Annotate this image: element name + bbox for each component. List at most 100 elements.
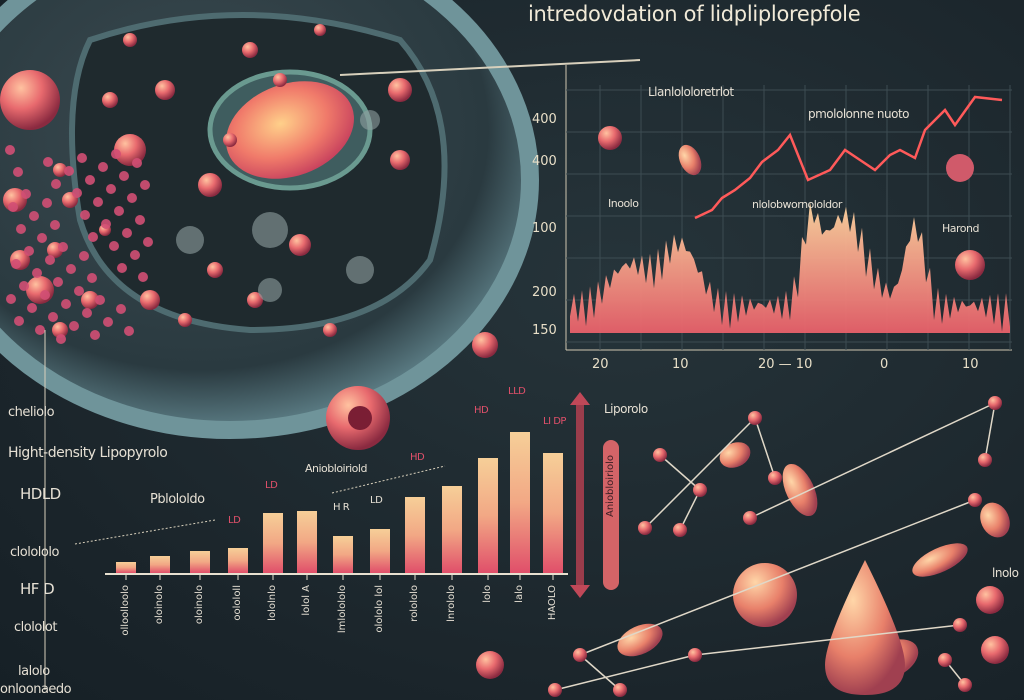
lipid-droplet: [247, 292, 263, 308]
bar: [228, 548, 248, 573]
bar-category-label: rolololo: [409, 585, 420, 622]
lipid-droplet: [81, 291, 99, 309]
red-blood-cell-center: [348, 406, 372, 430]
y-tick: 100: [532, 221, 557, 236]
lipid-droplet: [87, 273, 97, 283]
lipid-droplet: [16, 224, 26, 234]
bar-annotation: LLD: [508, 386, 526, 397]
lipid-droplet: [72, 188, 82, 198]
lipid-droplet: [74, 286, 84, 296]
lipid-droplet: [143, 237, 153, 247]
bar-category-label: lalo: [514, 585, 525, 603]
lipid-droplet: [51, 179, 61, 189]
lipid-droplet: [80, 210, 90, 220]
bar-category-label: lnrololo: [446, 585, 457, 622]
bar-category-label: lolo: [482, 585, 493, 603]
atom: [958, 678, 972, 692]
bar: [150, 556, 170, 573]
lipid-droplet: [77, 153, 87, 163]
chart-label: nlolobwornololdor: [752, 198, 842, 211]
lipid-droplet: [114, 206, 124, 216]
lipoprotein-ball: [946, 154, 974, 182]
lipid-droplet: [119, 171, 129, 181]
atom: [693, 483, 707, 497]
lipid-droplet: [93, 197, 103, 207]
bond: [579, 654, 621, 691]
range-arrow: [576, 400, 584, 590]
bar-category-label: oolololl: [232, 585, 243, 621]
lipid-droplet: [155, 80, 175, 100]
lipid-droplet: [223, 133, 237, 147]
atom: [613, 683, 627, 697]
bar-category-label: lololnlo: [267, 585, 278, 621]
atom: [968, 493, 982, 507]
lipoprotein-ball: [472, 332, 498, 358]
lipid-droplet: [37, 233, 47, 243]
bond: [754, 417, 776, 479]
vesicle: [360, 110, 380, 130]
lipid-droplet: [123, 33, 137, 47]
lipid-droplet: [21, 189, 31, 199]
lipid-droplet: [101, 219, 111, 229]
bond: [644, 417, 756, 529]
bar-category-label: oloinolo: [154, 585, 165, 625]
bond: [679, 489, 701, 531]
atom: [768, 471, 782, 485]
bar-category-label: olololo lol: [374, 585, 385, 633]
lipid-droplet: [314, 24, 326, 36]
atom: [638, 521, 652, 535]
cell-label: Aniobloiriold: [305, 462, 367, 475]
bar: [333, 536, 353, 573]
lipoprotein-ellipse: [719, 442, 751, 468]
lipoprotein-ball: [981, 636, 1009, 664]
molecules: [472, 126, 1010, 697]
lipid-droplet: [27, 303, 37, 313]
lipid-droplet: [178, 313, 192, 327]
lipid-droplet: [90, 330, 100, 340]
lipid-droplets: [0, 24, 497, 357]
bar: [510, 432, 530, 573]
atom: [743, 511, 757, 525]
lipid-droplet: [117, 263, 127, 273]
atom: [988, 396, 1002, 410]
lipid-droplet: [132, 158, 142, 168]
lipoprotein-ball: [598, 126, 622, 150]
lipid-droplet: [64, 166, 74, 176]
bar-annotation: HD: [410, 452, 425, 463]
lipid-droplet: [45, 255, 55, 265]
lipid-droplet: [13, 167, 23, 177]
bar-annotation: LD: [265, 480, 278, 491]
x-tick: 10: [672, 357, 689, 372]
bar-annotation: LI DP: [543, 416, 566, 427]
x-tick: 0: [880, 357, 889, 372]
lipoprotein-ellipse: [782, 463, 818, 517]
left-label: HDLD: [20, 485, 61, 503]
lipid-droplet: [109, 241, 119, 251]
bar-category-label: lmlolololo: [337, 585, 348, 634]
left-label: Hight-density Lipopyrolo: [8, 445, 168, 461]
lipid-droplet: [66, 264, 76, 274]
lipid-droplet: [102, 92, 118, 108]
bond: [694, 624, 961, 656]
cell-label: Pblololdo: [150, 492, 205, 507]
bar-category-label: lolol A: [301, 585, 312, 616]
lipid-droplet: [114, 134, 146, 166]
atom: [653, 448, 667, 462]
lipid-droplet: [0, 70, 60, 130]
lipid-droplet: [29, 211, 39, 221]
y-tick: 400: [532, 154, 557, 169]
side-label: Aniobloiriolo: [605, 455, 616, 518]
lipid-droplet: [130, 250, 140, 260]
lipid-droplet: [42, 198, 52, 208]
atom: [573, 648, 587, 662]
atom: [748, 411, 762, 425]
lipid-droplet: [69, 321, 79, 331]
lipoprotein-ellipse: [912, 543, 968, 577]
lipid-droplet: [140, 180, 150, 190]
left-label: clololot: [14, 620, 57, 635]
chart-label: Harond: [942, 222, 979, 235]
line-series: [694, 95, 1003, 220]
lipoprotein-ellipse: [678, 144, 702, 176]
chart-label: pmololonne nuoto: [808, 107, 910, 121]
